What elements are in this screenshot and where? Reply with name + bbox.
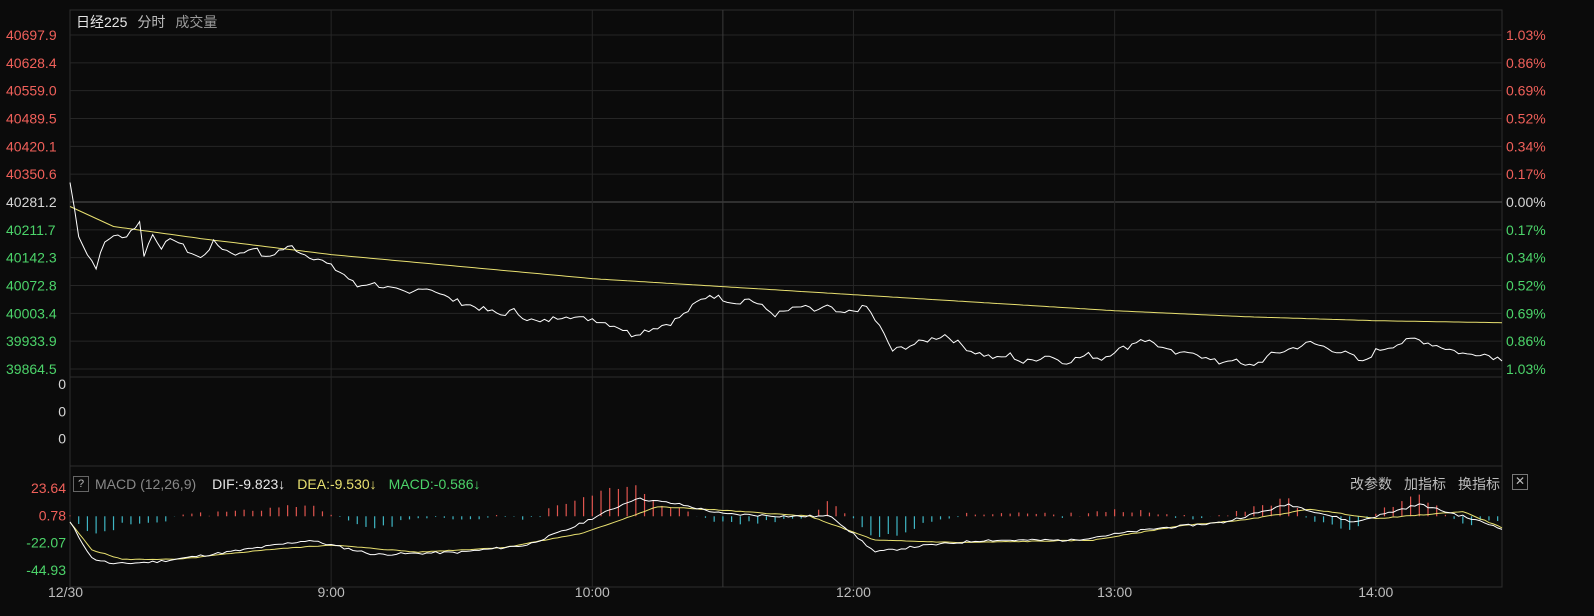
chart-header: 日经225 分时 成交量 [76,12,217,32]
pct-tick-right: 0.17% [1506,222,1546,238]
dea-value: DEA:-9.530↓ [297,476,377,492]
price-tick-left: 40211.7 [6,222,56,238]
price-tick-left: 40559.0 [6,83,57,99]
macd-tick-label: 0.78 [39,507,66,523]
time-tick-label: 13:00 [1097,584,1132,600]
add-indicator-button[interactable]: 加指标 [1404,476,1446,492]
macd-tick-label: -44.93 [26,562,66,578]
pct-tick-right: 0.17% [1506,166,1546,182]
pct-tick-right: 0.69% [1506,305,1546,321]
pct-tick-right: 1.03% [1506,361,1546,377]
pct-tick-right: 0.86% [1506,333,1546,349]
price-tick-left: 40003.4 [6,305,57,321]
time-tick-label: 10:00 [575,584,610,600]
volume-tick-label: 0 [58,376,66,392]
price-line [69,182,1503,366]
price-tick-left: 40489.5 [6,111,57,127]
volume-tick-label: 0 [58,403,66,419]
volume-tick-label: 0 [58,431,66,447]
pct-tick-right: 0.69% [1506,83,1546,99]
macd-params-label: MACD (12,26,9) [95,476,197,492]
time-tick-label: 12:00 [836,584,871,600]
pct-tick-right: 0.00% [1506,194,1546,210]
average-price-line [69,206,1503,324]
time-tick-label: 9:00 [318,584,345,600]
price-tick-left: 40628.4 [6,55,57,71]
dif-value: DIF:-9.823↓ [212,476,286,492]
macd-actions: 改参数 加指标 换指标 ✕ [1350,474,1528,494]
time-tick-label: 12/30 [48,584,83,600]
macd-value: MACD:-0.586↓ [388,476,481,492]
edit-params-button[interactable]: 改参数 [1350,476,1392,492]
price-tick-left: 40142.3 [6,250,57,266]
index-title: 日经225 [76,14,128,30]
tab-intraday[interactable]: 分时 [137,14,166,30]
price-tick-left: 40281.2 [6,194,57,210]
price-tick-left: 40350.6 [6,166,57,182]
price-tick-left: 40420.1 [6,138,57,154]
price-tick-left: 39933.9 [6,333,57,349]
time-tick-label: 14:00 [1358,584,1393,600]
pct-tick-right: 0.34% [1506,138,1546,154]
macd-tick-label: -22.07 [26,535,66,551]
switch-indicator-button[interactable]: 换指标 [1458,476,1500,492]
pct-tick-right: 0.34% [1506,250,1546,266]
price-tick-left: 40697.9 [6,27,57,43]
pct-tick-right: 0.52% [1506,278,1546,294]
dea-line [69,506,1503,561]
pct-tick-right: 0.86% [1506,55,1546,71]
price-tick-left: 40072.8 [6,278,57,294]
help-icon[interactable]: ? [73,476,89,492]
macd-tick-label: 23.64 [31,480,66,496]
macd-header: ? MACD (12,26,9) DIF:-9.823↓ DEA:-9.530↓… [73,474,1528,494]
plot-frame [69,9,1503,588]
pct-tick-right: 0.52% [1506,111,1546,127]
price-tick-left: 39864.5 [6,361,57,377]
tab-volume[interactable]: 成交量 [175,14,218,30]
pct-tick-right: 1.03% [1506,27,1546,43]
close-icon[interactable]: ✕ [1512,474,1528,490]
dif-line [69,497,1503,565]
